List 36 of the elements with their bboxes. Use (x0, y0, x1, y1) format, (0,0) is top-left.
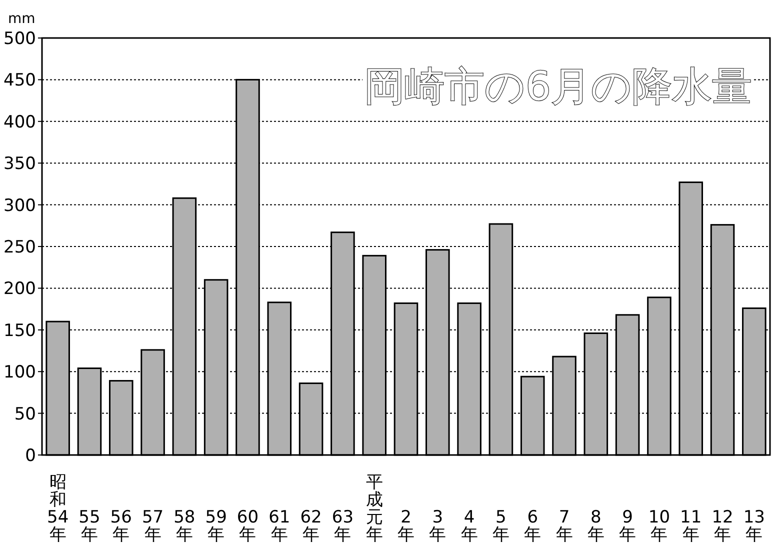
x-tick-label: 63年 (332, 508, 354, 545)
x-tick-label: 2年 (398, 508, 414, 545)
x-tick-label: 62年 (300, 508, 322, 545)
y-axis-title: mm (8, 11, 36, 27)
y-tick-label: 50 (14, 404, 36, 424)
x-tick-label: 59年 (205, 508, 227, 545)
x-tick-label: 57年 (142, 508, 164, 545)
y-tick-label: 500 (4, 29, 36, 49)
y-tick-label: 100 (4, 362, 36, 383)
x-tick-label: 3年 (429, 508, 446, 545)
x-tick-label: 10年 (648, 508, 670, 545)
x-tick-label: 7年 (556, 508, 573, 545)
text: 岡崎市の6月の降水量 (364, 64, 752, 110)
y-tick-label: 300 (4, 196, 36, 216)
y-tick-label: 450 (4, 70, 36, 91)
x-tick-label: 61年 (268, 508, 290, 545)
y-tick-label: 400 (4, 112, 36, 132)
x-tick-label: 13年 (743, 508, 765, 545)
y-tick-label: 150 (4, 320, 36, 341)
x-tick-label: 56年 (110, 508, 132, 545)
x-tick-label: 55年 (78, 508, 100, 545)
x-tick-label: 9年 (619, 508, 636, 545)
x-tick-label: 6年 (524, 508, 542, 545)
x-tick-label: 60年 (236, 508, 259, 545)
x-tick-label: 11年 (680, 508, 702, 545)
x-tick-label: 58年 (174, 508, 196, 545)
x-tick-label: 12年 (712, 508, 734, 545)
x-tick-label: 昭和54年 (47, 472, 69, 545)
y-tick-label: 350 (4, 154, 36, 174)
x-tick-label: 4年 (460, 508, 478, 545)
x-tick-label: 8年 (587, 508, 604, 545)
y-tick-label: 250 (4, 238, 36, 258)
y-tick-label: 200 (4, 279, 36, 300)
x-tick-label: 平成元年 (366, 472, 383, 545)
y-tick-label: 0 (25, 446, 36, 466)
x-tick-label: 5年 (492, 508, 510, 545)
